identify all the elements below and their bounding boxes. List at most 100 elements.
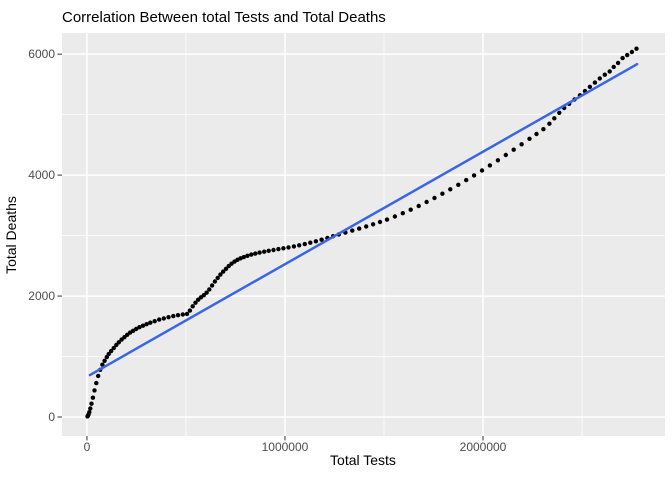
y-tick-labels: 0 2000 4000 6000 <box>28 47 55 424</box>
data-point <box>487 163 493 168</box>
data-point <box>193 300 198 305</box>
data-point <box>223 266 229 271</box>
data-point <box>615 60 621 66</box>
data-point <box>190 304 195 309</box>
data-point <box>102 358 107 363</box>
data-point <box>92 388 97 393</box>
data-point <box>592 80 598 85</box>
data-point <box>557 110 562 116</box>
data-point <box>471 173 477 178</box>
data-point <box>587 84 593 90</box>
data-point <box>276 246 281 252</box>
data-point <box>111 345 116 351</box>
major-gridlines <box>62 33 665 436</box>
data-point <box>297 243 302 248</box>
y-tick-label: 0 <box>48 410 55 424</box>
data-point <box>625 52 630 58</box>
data-point <box>100 362 105 367</box>
data-point <box>90 395 96 400</box>
data-point <box>416 203 421 209</box>
data-point <box>597 76 602 81</box>
data-point <box>448 187 453 192</box>
data-point <box>527 136 532 141</box>
axis-tick-marks <box>57 53 484 441</box>
y-tick-label: 2000 <box>28 289 55 303</box>
data-point <box>377 219 383 225</box>
y-axis-title: Total Deaths <box>3 196 19 274</box>
data-point <box>212 279 218 284</box>
data-point <box>245 253 250 258</box>
y-tick-label: 6000 <box>28 47 55 61</box>
data-point <box>456 182 461 187</box>
data-point <box>634 46 639 51</box>
data-point <box>137 325 142 330</box>
data-point <box>221 269 226 274</box>
data-point <box>534 131 539 137</box>
data-point <box>116 340 122 345</box>
data-point <box>602 72 607 77</box>
data-point <box>286 245 291 250</box>
data-point <box>503 152 508 158</box>
data-point <box>187 308 193 313</box>
data-point <box>204 290 209 295</box>
data-point <box>308 240 313 245</box>
data-point <box>88 406 93 411</box>
data-point <box>370 222 376 227</box>
data-point <box>519 142 524 147</box>
data-point <box>152 319 157 324</box>
data-point <box>479 168 485 173</box>
data-point <box>464 177 469 183</box>
data-point <box>291 244 297 249</box>
data-point <box>495 158 501 163</box>
data-point <box>253 251 258 256</box>
data-point <box>166 315 171 320</box>
data-point <box>629 49 635 55</box>
data-point <box>313 239 319 244</box>
data-point <box>511 147 516 152</box>
data-point <box>207 287 212 292</box>
data-point <box>201 293 206 298</box>
x-tick-label: 1000000 <box>262 440 309 454</box>
x-tick-label: 0 <box>84 440 91 454</box>
data-point <box>215 275 220 281</box>
data-point <box>241 254 246 260</box>
data-point <box>281 246 286 251</box>
y-tick-label: 4000 <box>28 168 55 182</box>
data-point <box>262 249 267 254</box>
data-point <box>620 55 625 61</box>
data-point <box>106 351 111 357</box>
data-point <box>364 224 369 229</box>
data-point <box>541 127 546 132</box>
data-point <box>171 313 176 319</box>
data-point <box>184 311 190 317</box>
minor-gridlines <box>62 33 665 436</box>
data-point <box>392 214 398 219</box>
data-point <box>384 217 390 222</box>
data-point <box>157 317 162 322</box>
data-point <box>94 380 99 386</box>
data-point <box>400 211 405 216</box>
data-point <box>175 313 181 318</box>
data-point <box>140 323 146 328</box>
data-point <box>408 207 413 212</box>
data-point <box>133 326 139 332</box>
data-point <box>440 191 445 196</box>
data-point <box>547 121 552 126</box>
data-point <box>357 226 362 231</box>
data-point <box>611 64 616 70</box>
data-point <box>144 322 149 327</box>
data-point <box>319 237 324 242</box>
data-point <box>424 199 429 205</box>
data-point <box>432 195 437 201</box>
data-point <box>148 320 153 325</box>
data-point <box>607 69 612 74</box>
data-point <box>350 228 355 233</box>
x-tick-labels: 0 1000000 2000000 <box>84 440 507 454</box>
data-point <box>302 241 307 247</box>
data-point <box>161 316 166 321</box>
trend-line <box>88 62 639 377</box>
data-point <box>218 272 223 277</box>
data-point <box>180 312 185 317</box>
